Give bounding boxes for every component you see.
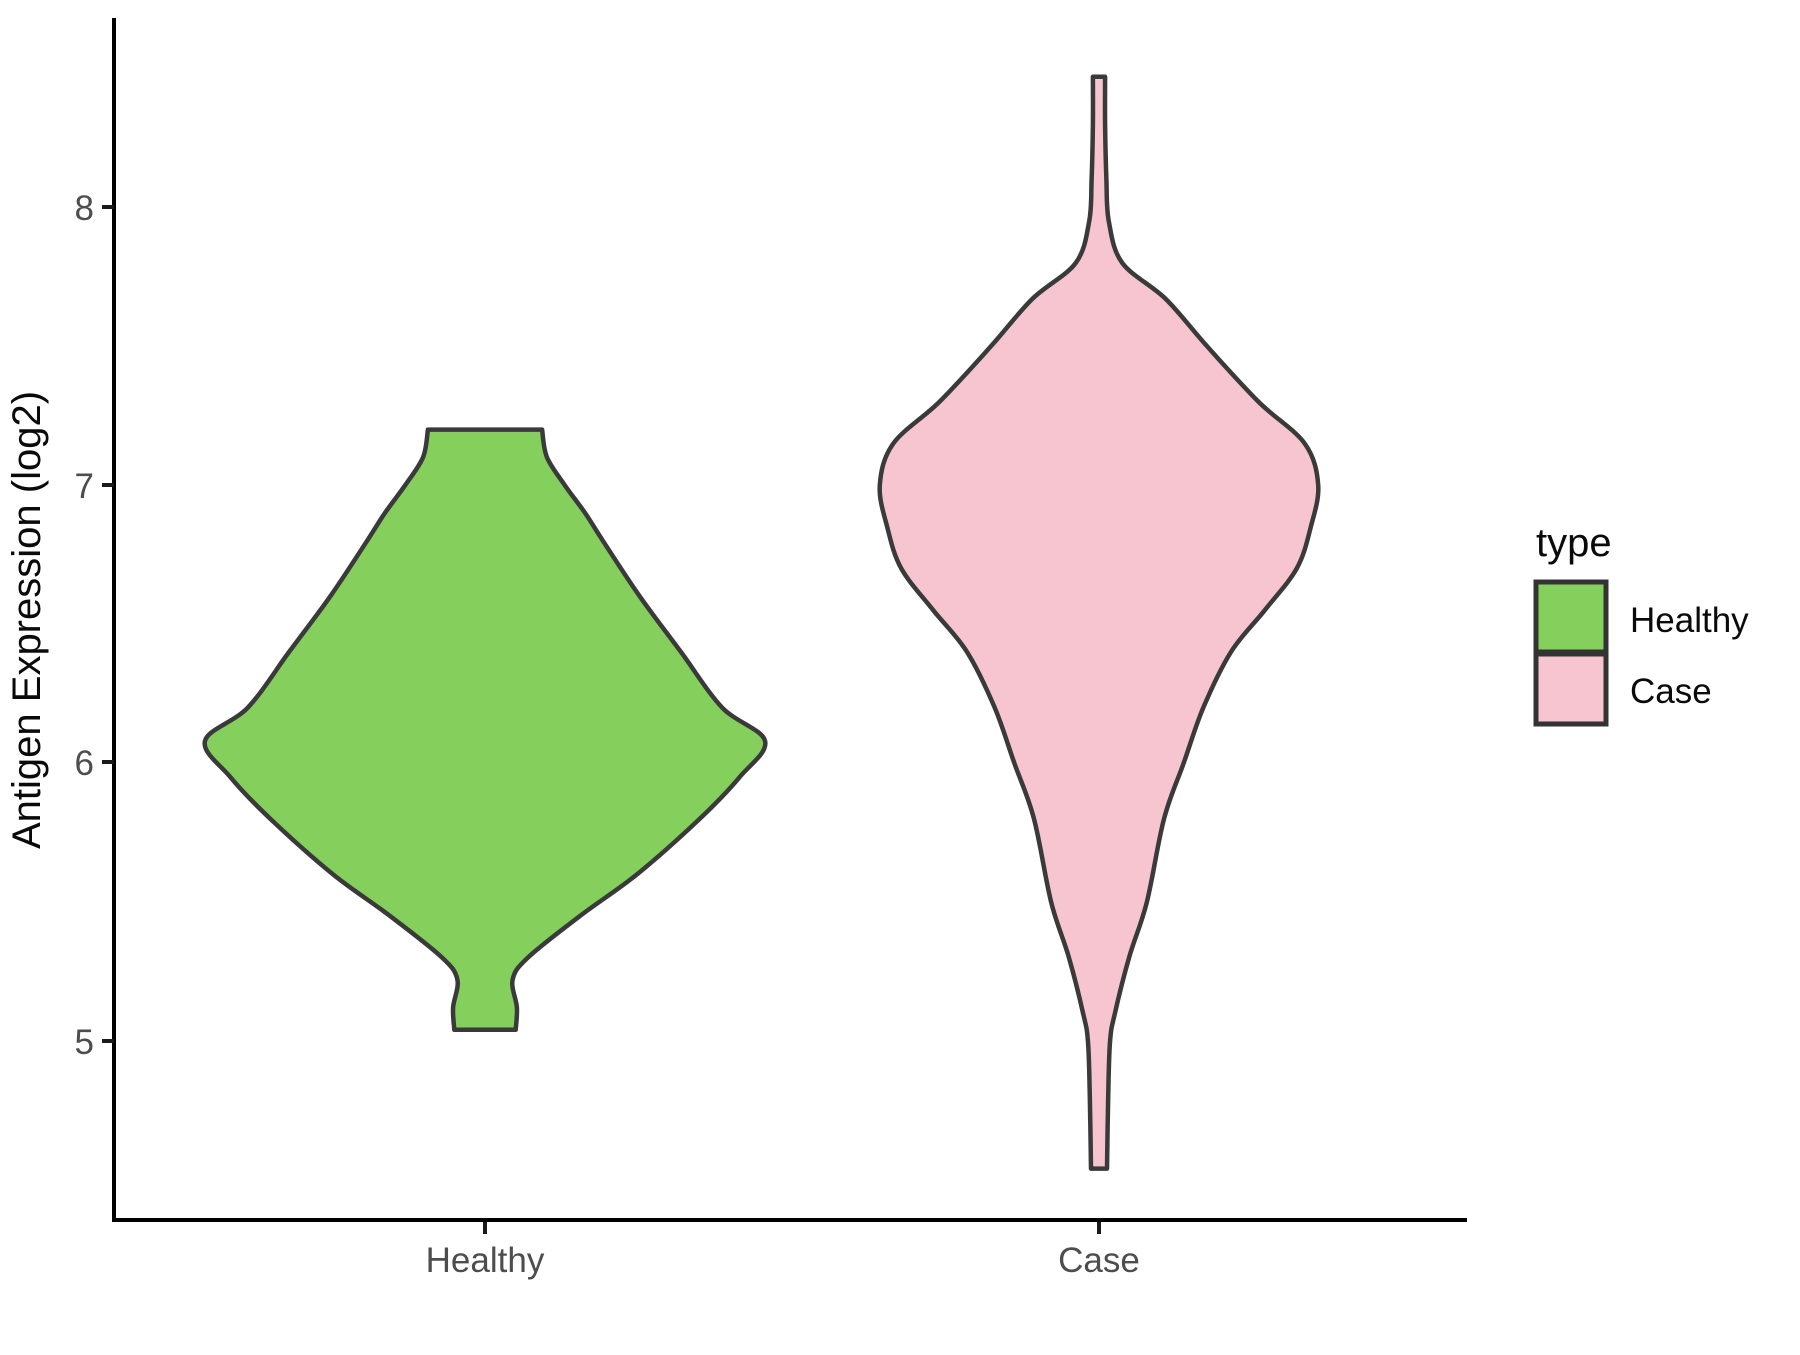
x-tick-label-case: Case	[1058, 1241, 1140, 1280]
y-tick-label-7: 7	[75, 467, 94, 506]
x-tick-label-healthy: Healthy	[426, 1241, 545, 1280]
y-tick-label-8: 8	[75, 189, 94, 228]
legend-title: type	[1536, 521, 1612, 565]
y-tick-label-6: 6	[75, 744, 94, 783]
violins-layer	[202, 74, 1321, 1171]
legend-swatch-healthy	[1533, 579, 1609, 655]
y-axis-title: Antigen Expression (log2)	[5, 391, 49, 849]
healthy-violin	[202, 427, 768, 1032]
legend: type Healthy Case	[1533, 521, 1749, 727]
x-axis: Healthy Case	[112, 1218, 1467, 1280]
y-tick-label-5: 5	[75, 1023, 94, 1062]
case-violin	[877, 74, 1321, 1171]
legend-swatch-case	[1533, 651, 1609, 727]
legend-label-case: Case	[1630, 672, 1712, 711]
legend-label-healthy: Healthy	[1630, 601, 1749, 640]
y-axis: 8 7 6 5 Antigen Expression (log2)	[5, 18, 116, 1222]
